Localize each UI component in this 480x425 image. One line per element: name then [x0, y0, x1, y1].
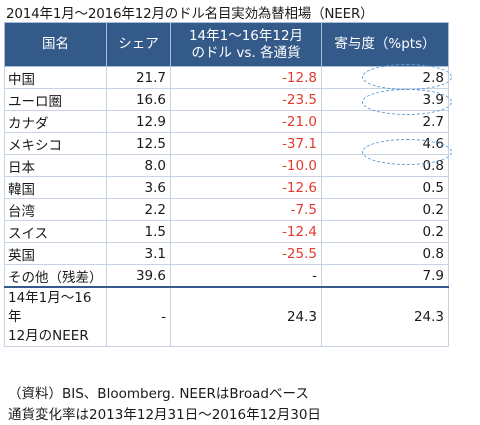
row-change: -10.0	[170, 154, 322, 177]
row-country: ユーロ圏	[4, 88, 107, 111]
total-name-line1: 14年1月～16年	[8, 289, 92, 325]
row-contribution: 0.8	[321, 154, 449, 177]
table-row: 中国 21.7 -12.8 2.8	[4, 66, 449, 89]
row-share: 3.1	[106, 242, 171, 265]
row-change: -21.0	[170, 110, 322, 133]
table-row: 台湾 2.2 -7.5 0.2	[4, 198, 449, 221]
row-share: 21.7	[106, 66, 171, 89]
row-contribution: 4.6	[321, 132, 449, 155]
row-country: カナダ	[4, 110, 107, 133]
total-name-line2: 12月のNEER	[8, 327, 89, 344]
row-country: 英国	[4, 242, 107, 265]
table-title: 2014年1月～2016年12月のドル名目実効為替相場（NEER）	[6, 6, 374, 22]
total-name: 14年1月～16年 12月のNEER	[4, 286, 107, 347]
row-country: メキシコ	[4, 132, 107, 155]
table-row: ユーロ圏 16.6 -23.5 3.9	[4, 88, 449, 111]
row-share: 12.5	[106, 132, 171, 155]
row-change: -37.1	[170, 132, 322, 155]
row-share: 3.6	[106, 176, 171, 199]
total-contribution: 24.3	[321, 286, 449, 347]
row-share: 39.6	[106, 264, 171, 288]
header-change-line1: 14年1～16年12月	[188, 27, 304, 44]
total-share: -	[106, 286, 171, 347]
row-change: -12.6	[170, 176, 322, 199]
row-contribution: 3.9	[321, 88, 449, 111]
row-change: -25.5	[170, 242, 322, 265]
table-row: その他（残差） 39.6-7.9	[4, 264, 449, 288]
row-contribution: 0.2	[321, 198, 449, 221]
row-country: 中国	[4, 66, 107, 89]
header-country: 国名	[4, 22, 107, 67]
row-country: スイス	[4, 220, 107, 243]
row-change: -12.8	[170, 66, 322, 89]
total-change: 24.3	[170, 286, 322, 347]
row-share: 12.9	[106, 110, 171, 133]
row-contribution: 0.2	[321, 220, 449, 243]
table-row: メキシコ 12.5 -37.1 4.6	[4, 132, 449, 155]
table-row: 英国 3.1 -25.5 0.8	[4, 242, 449, 265]
row-change: -7.5	[170, 198, 322, 221]
header-share: シェア	[106, 22, 171, 67]
row-contribution: 7.9	[321, 264, 449, 288]
table-row: 韓国 3.6 -12.6 0.5	[4, 176, 449, 199]
header-contribution: 寄与度（%pts）	[321, 22, 449, 67]
row-change: -12.4	[170, 220, 322, 243]
row-change: -	[170, 264, 322, 288]
row-share: 8.0	[106, 154, 171, 177]
row-country: 日本	[4, 154, 107, 177]
neer-table: 国名 シェア 14年1～16年12月 のドル vs. 各通貨 寄与度（%pts）…	[4, 22, 449, 347]
row-country: 台湾	[4, 198, 107, 221]
period-note: 通貨変化率は2013年12月31日～2016年12月30日	[8, 407, 321, 423]
row-country: その他（残差）	[4, 264, 107, 288]
table-row: 日本 8.0 -10.0 0.8	[4, 154, 449, 177]
source-note: （資料）BIS、Bloomberg. NEERはBroadベース	[8, 386, 309, 402]
table-row: スイス 1.5 -12.4 0.2	[4, 220, 449, 243]
header-change: 14年1～16年12月 のドル vs. 各通貨	[170, 22, 322, 67]
row-contribution: 2.8	[321, 66, 449, 89]
row-contribution: 0.5	[321, 176, 449, 199]
row-share: 16.6	[106, 88, 171, 111]
row-share: 1.5	[106, 220, 171, 243]
table-row: カナダ 12.9 -21.0 2.7	[4, 110, 449, 133]
row-change: -23.5	[170, 88, 322, 111]
header-row: 国名 シェア 14年1～16年12月 のドル vs. 各通貨 寄与度（%pts）	[4, 22, 449, 67]
total-row: 14年1月～16年 12月のNEER - 24.3 24.3	[4, 286, 449, 347]
row-country: 韓国	[4, 176, 107, 199]
row-contribution: 2.7	[321, 110, 449, 133]
row-share: 2.2	[106, 198, 171, 221]
header-change-line2: のドル vs. 各通貨	[191, 44, 301, 61]
row-contribution: 0.8	[321, 242, 449, 265]
